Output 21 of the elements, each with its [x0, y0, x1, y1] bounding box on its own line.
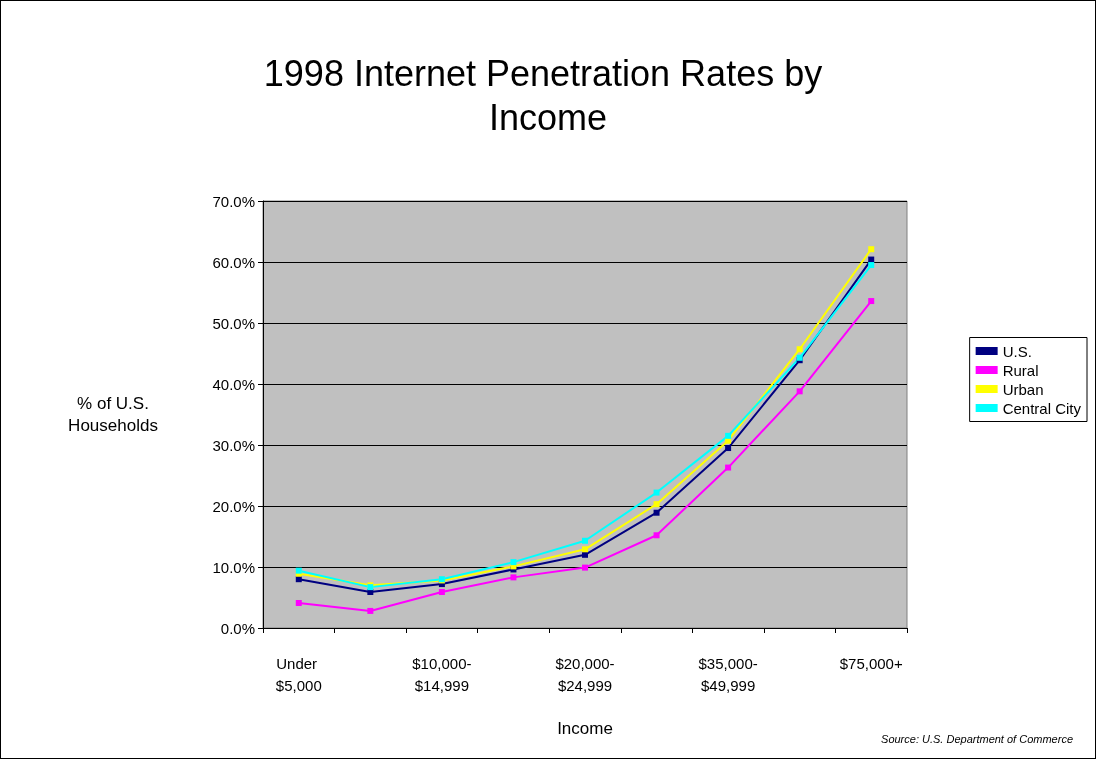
legend-label: Urban	[1002, 380, 1044, 398]
y-axis-title: % of U.S. Households	[68, 394, 158, 435]
legend-label: Central City	[1002, 399, 1082, 417]
y-tick-label: 70.0%	[212, 192, 255, 210]
y-tick-label: 60.0%	[212, 253, 255, 271]
y-tick-label: 10.0%	[212, 558, 255, 576]
x-axis-title: Income	[557, 719, 613, 738]
source-note: Source: U.S. Department of Commerce	[881, 732, 1074, 745]
x-tick-label: $75,000+	[839, 654, 903, 672]
x-tick-label: Under $5,000	[275, 654, 322, 694]
legend-label: Rural	[1002, 361, 1039, 379]
y-tick-label: 40.0%	[212, 375, 255, 393]
y-tick-label: 0.0%	[220, 619, 255, 637]
x-tick-label: $10,000-$14,999	[412, 654, 472, 694]
y-tick-label: 50.0%	[212, 314, 255, 332]
y-tick-label: 30.0%	[212, 436, 255, 454]
chart-title: 1998 Internet Penetration Rates by Income	[263, 52, 833, 138]
legend-label: U.S.	[1002, 342, 1032, 360]
x-tick-label: $35,000-$49,999	[698, 654, 758, 694]
y-tick-label: 20.0%	[212, 497, 255, 515]
x-tick-label: $20,000-$24,999	[555, 654, 615, 694]
